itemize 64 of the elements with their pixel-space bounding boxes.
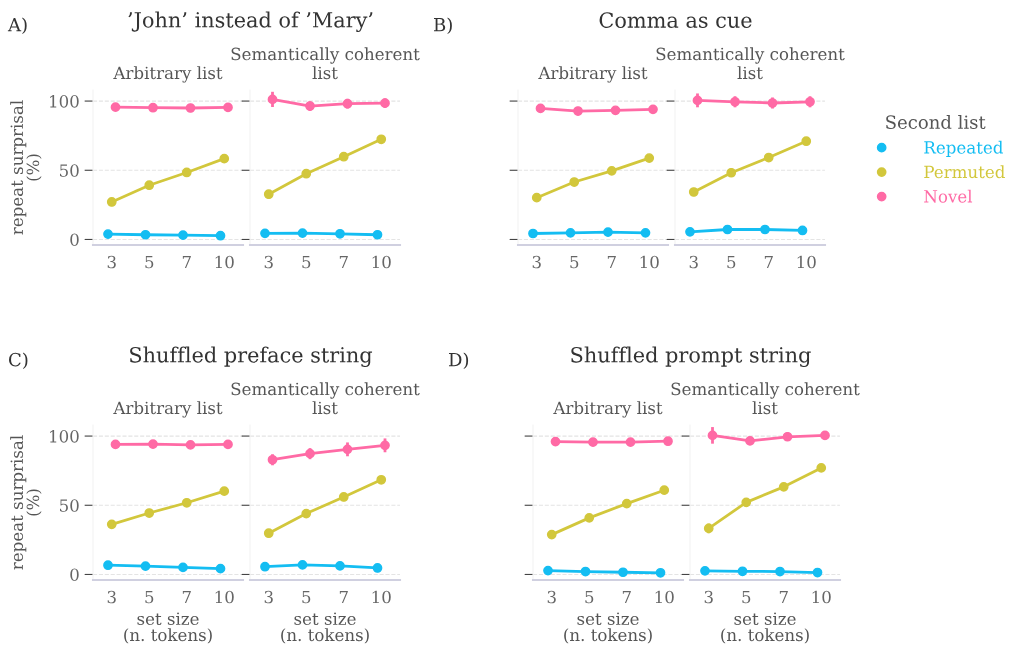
x-tick-label: 5 bbox=[145, 590, 154, 604]
x-tick-label: 5 bbox=[727, 255, 736, 269]
x-tick-label: 3 bbox=[107, 255, 116, 269]
x-tick-label: 5 bbox=[570, 255, 579, 269]
chart-subtitle: Arbitrary list bbox=[113, 66, 223, 83]
x-tick-label: 10 bbox=[215, 255, 234, 269]
y-tick-label: 100 bbox=[50, 430, 79, 443]
legend-label: Novel bbox=[924, 189, 973, 203]
x-tick-label: 7 bbox=[182, 590, 191, 604]
x-tick-label: 3 bbox=[704, 590, 713, 604]
chart-subtitle: Arbitrary list bbox=[553, 401, 663, 418]
chart-title: Shuffled preface string bbox=[130, 346, 373, 367]
text: A) bbox=[7, 17, 27, 35]
y-tick-label: 50 bbox=[60, 164, 79, 177]
y-tick-label: 0 bbox=[70, 568, 79, 582]
x-axis-title: set size (n. tokens) bbox=[124, 612, 212, 644]
x-axis-title: set size (n. tokens) bbox=[564, 612, 652, 644]
x-tick-label: 3 bbox=[547, 590, 556, 604]
chart-subtitle: Arbitrary list bbox=[538, 66, 648, 83]
x-tick-label: 3 bbox=[532, 255, 541, 269]
x-tick-label: 7 bbox=[607, 255, 616, 269]
x-tick-label: 7 bbox=[779, 590, 788, 604]
text: D) bbox=[449, 352, 469, 370]
legend-title: Second list bbox=[886, 115, 986, 129]
x-tick-label: 10 bbox=[215, 590, 234, 604]
x-tick-label: 10 bbox=[797, 255, 816, 269]
x-axis-title: set size (n. tokens) bbox=[281, 612, 369, 644]
chart-subtitle: Semantically coherent list bbox=[656, 47, 845, 80]
x-tick-label: 3 bbox=[264, 590, 273, 604]
x-tick-label: 5 bbox=[585, 590, 594, 604]
text: B) bbox=[434, 17, 452, 35]
x-axis-title: set size (n. tokens) bbox=[721, 612, 809, 644]
text: C) bbox=[9, 352, 28, 370]
x-tick-label: 7 bbox=[339, 255, 348, 269]
x-tick-label: 10 bbox=[372, 590, 391, 604]
y-axis-title: repeat surprisal (%) bbox=[10, 435, 42, 570]
chart-title: Shuffled prompt string bbox=[571, 346, 811, 367]
x-tick-label: 10 bbox=[655, 590, 674, 604]
y-tick-label: 100 bbox=[50, 95, 79, 108]
x-tick-label: 5 bbox=[742, 590, 751, 604]
y-tick-label: 0 bbox=[70, 233, 79, 247]
x-tick-label: 7 bbox=[764, 255, 773, 269]
x-tick-label: 7 bbox=[622, 590, 631, 604]
chart-subtitle: Arbitrary list bbox=[113, 401, 223, 418]
x-tick-label: 5 bbox=[302, 255, 311, 269]
chart-subtitle: Semantically coherent list bbox=[231, 382, 420, 415]
x-tick-label: 10 bbox=[372, 255, 391, 269]
chart-title: Comma as cue bbox=[599, 12, 752, 28]
x-tick-label: 7 bbox=[182, 255, 191, 269]
x-tick-label: 5 bbox=[302, 590, 311, 604]
x-tick-label: 10 bbox=[812, 590, 831, 604]
x-tick-label: 10 bbox=[640, 255, 659, 269]
chart-title: ’John’ instead of ’Mary’ bbox=[128, 11, 373, 32]
x-tick-label: 3 bbox=[689, 255, 698, 269]
x-tick-label: 3 bbox=[264, 255, 273, 269]
chart-subtitle: Semantically coherent list bbox=[671, 382, 860, 415]
chart-subtitle: Semantically coherent list bbox=[231, 47, 420, 80]
legend-label: Permuted bbox=[924, 165, 1005, 179]
y-tick-label: 50 bbox=[60, 499, 79, 512]
x-tick-label: 7 bbox=[339, 590, 348, 604]
x-tick-label: 3 bbox=[107, 590, 116, 604]
x-tick-label: 5 bbox=[145, 255, 154, 269]
legend-label: Repeated bbox=[924, 140, 1003, 157]
y-axis-title: repeat surprisal (%) bbox=[10, 100, 42, 235]
